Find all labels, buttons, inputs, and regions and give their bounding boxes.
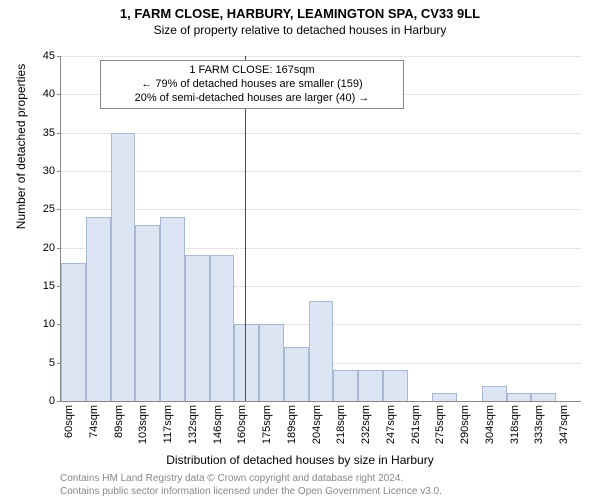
y-tick: 20 xyxy=(43,242,61,254)
x-tick: 60sqm xyxy=(63,401,75,438)
footer-line1: Contains HM Land Registry data © Crown c… xyxy=(60,473,442,486)
chart-title: 1, FARM CLOSE, HARBURY, LEAMINGTON SPA, … xyxy=(0,6,600,21)
histogram-bar xyxy=(531,393,556,401)
x-tick: 290sqm xyxy=(459,401,471,444)
y-tick: 10 xyxy=(43,318,61,330)
y-tick: 25 xyxy=(43,203,61,215)
histogram-bar xyxy=(358,370,383,401)
x-tick: 275sqm xyxy=(434,401,446,444)
histogram-bar xyxy=(507,393,532,401)
histogram-bar xyxy=(383,370,408,401)
x-tick: 218sqm xyxy=(335,401,347,444)
gridline xyxy=(61,56,581,57)
histogram-bar xyxy=(111,133,136,401)
histogram-bar xyxy=(432,393,457,401)
x-tick: 304sqm xyxy=(484,401,496,444)
histogram-bar xyxy=(234,324,259,401)
annotation-line1: 1 FARM CLOSE: 167sqm xyxy=(107,64,397,78)
x-tick: 333sqm xyxy=(533,401,545,444)
y-tick: 5 xyxy=(49,357,61,369)
y-tick: 15 xyxy=(43,280,61,292)
x-tick: 103sqm xyxy=(137,401,149,444)
histogram-bar xyxy=(160,217,185,401)
gridline xyxy=(61,171,581,172)
x-tick: 261sqm xyxy=(410,401,422,444)
histogram-bar xyxy=(61,263,86,401)
histogram-bar xyxy=(259,324,284,401)
x-axis-label: Distribution of detached houses by size … xyxy=(0,453,600,467)
x-tick: 204sqm xyxy=(311,401,323,444)
x-tick: 189sqm xyxy=(286,401,298,444)
histogram-bar xyxy=(284,347,309,401)
y-tick: 35 xyxy=(43,127,61,139)
chart-footer: Contains HM Land Registry data © Crown c… xyxy=(60,473,442,498)
y-axis-label: Number of detached properties xyxy=(14,0,28,319)
x-tick: 132sqm xyxy=(187,401,199,444)
x-tick: 74sqm xyxy=(88,401,100,438)
histogram-bar xyxy=(309,301,334,401)
histogram-bar xyxy=(482,386,507,401)
x-tick: 160sqm xyxy=(236,401,248,444)
plot-area: 05101520253035404560sqm74sqm89sqm103sqm1… xyxy=(60,56,581,402)
x-tick: 232sqm xyxy=(360,401,372,444)
histogram-bar xyxy=(185,255,210,401)
y-tick: 30 xyxy=(43,165,61,177)
annotation-line2: 79% of detached houses are smaller (159) xyxy=(107,78,397,92)
x-tick: 89sqm xyxy=(113,401,125,438)
chart-subtitle: Size of property relative to detached ho… xyxy=(0,23,600,37)
x-tick: 175sqm xyxy=(261,401,273,444)
x-tick: 247sqm xyxy=(385,401,397,444)
x-tick: 146sqm xyxy=(212,401,224,444)
histogram-bar xyxy=(333,370,358,401)
gridline xyxy=(61,209,581,210)
annotation-box: 1 FARM CLOSE: 167sqm 79% of detached hou… xyxy=(100,60,404,109)
x-tick: 117sqm xyxy=(162,401,174,443)
y-tick: 0 xyxy=(49,395,61,407)
histogram-bar xyxy=(210,255,235,401)
chart-container: { "chart": { "type": "histogram", "title… xyxy=(0,0,600,500)
y-tick: 45 xyxy=(43,50,61,62)
annotation-line3: 20% of semi-detached houses are larger (… xyxy=(107,92,397,106)
footer-line2: Contains public sector information licen… xyxy=(60,486,442,499)
gridline xyxy=(61,133,581,134)
x-tick: 318sqm xyxy=(509,401,521,444)
x-tick: 347sqm xyxy=(558,401,570,444)
histogram-bar xyxy=(86,217,111,401)
y-tick: 40 xyxy=(43,88,61,100)
histogram-bar xyxy=(135,225,160,401)
